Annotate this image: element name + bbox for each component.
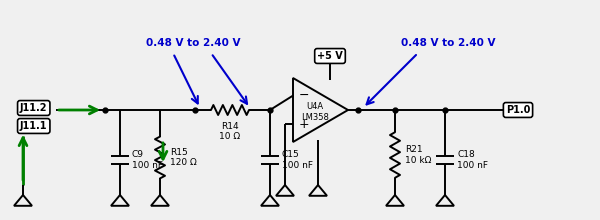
- Text: C15
100 nF: C15 100 nF: [282, 150, 313, 170]
- Text: +5 V: +5 V: [317, 51, 343, 61]
- Text: R21
10 kΩ: R21 10 kΩ: [405, 145, 431, 165]
- Text: R15
120 Ω: R15 120 Ω: [170, 148, 197, 167]
- Text: J11.1: J11.1: [20, 121, 47, 131]
- Text: C18
100 nF: C18 100 nF: [457, 150, 488, 170]
- Text: +: +: [299, 118, 310, 131]
- Text: −: −: [299, 89, 310, 102]
- Text: C9
100 nF: C9 100 nF: [132, 150, 163, 170]
- Text: 0.48 V to 2.40 V: 0.48 V to 2.40 V: [146, 38, 240, 48]
- Text: U4A
LM358: U4A LM358: [301, 102, 329, 122]
- Text: 0.48 V to 2.40 V: 0.48 V to 2.40 V: [401, 38, 495, 48]
- Text: P1.0: P1.0: [506, 105, 530, 115]
- Text: J11.2: J11.2: [20, 103, 47, 113]
- Text: R14
10 Ω: R14 10 Ω: [220, 122, 241, 141]
